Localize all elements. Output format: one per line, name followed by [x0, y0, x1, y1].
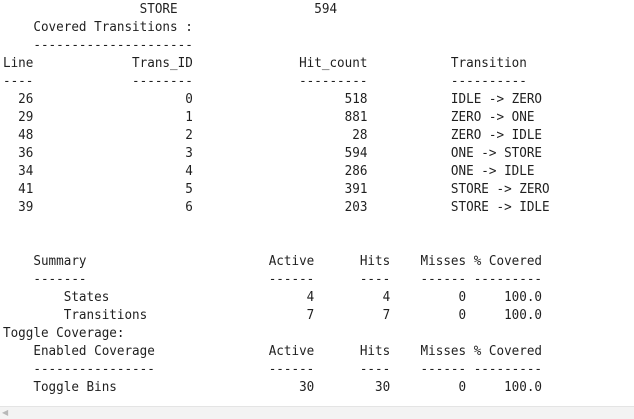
report-text: STORE 594 Covered Transitions : --------…	[3, 1, 550, 397]
report-line: ---------------------	[3, 38, 193, 53]
report-line: ---------------- ------ ---- ------ ----…	[3, 362, 543, 377]
table-row: 48 2 28 ZERO -> IDLE	[3, 128, 543, 143]
horizontal-scrollbar[interactable]: ◀	[0, 406, 634, 419]
toggle-row: Toggle Bins 30 30 0 100.0	[3, 380, 543, 395]
report-line: ---- -------- --------- ----------	[3, 74, 527, 89]
summary-row: Transitions 7 7 0 100.0	[3, 308, 543, 323]
report-line: STORE 594	[3, 2, 338, 17]
chevron-left-icon[interactable]: ◀	[2, 408, 9, 417]
toggle-header-row: Enabled Coverage Active Hits Misses % Co…	[3, 344, 543, 359]
summary-header-row: Summary Active Hits Misses % Covered	[3, 254, 543, 269]
table-row: 39 6 203 STORE -> IDLE	[3, 200, 550, 215]
summary-row: States 4 4 0 100.0	[3, 290, 543, 305]
report-line: Covered Transitions :	[3, 20, 193, 35]
table-row: 29 1 881 ZERO -> ONE	[3, 110, 535, 125]
table-header-row: Line Trans_ID Hit_count Transition	[3, 56, 527, 71]
table-row: 26 0 518 IDLE -> ZERO	[3, 92, 543, 107]
table-row: 41 5 391 STORE -> ZERO	[3, 182, 550, 197]
report-line: ------- ------ ---- ------ ---------	[3, 272, 543, 287]
table-row: 36 3 594 ONE -> STORE	[3, 146, 543, 161]
section-title: Toggle Coverage:	[3, 326, 125, 341]
coverage-report-output: STORE 594 Covered Transitions : --------…	[3, 1, 550, 397]
table-row: 34 4 286 ONE -> IDLE	[3, 164, 535, 179]
